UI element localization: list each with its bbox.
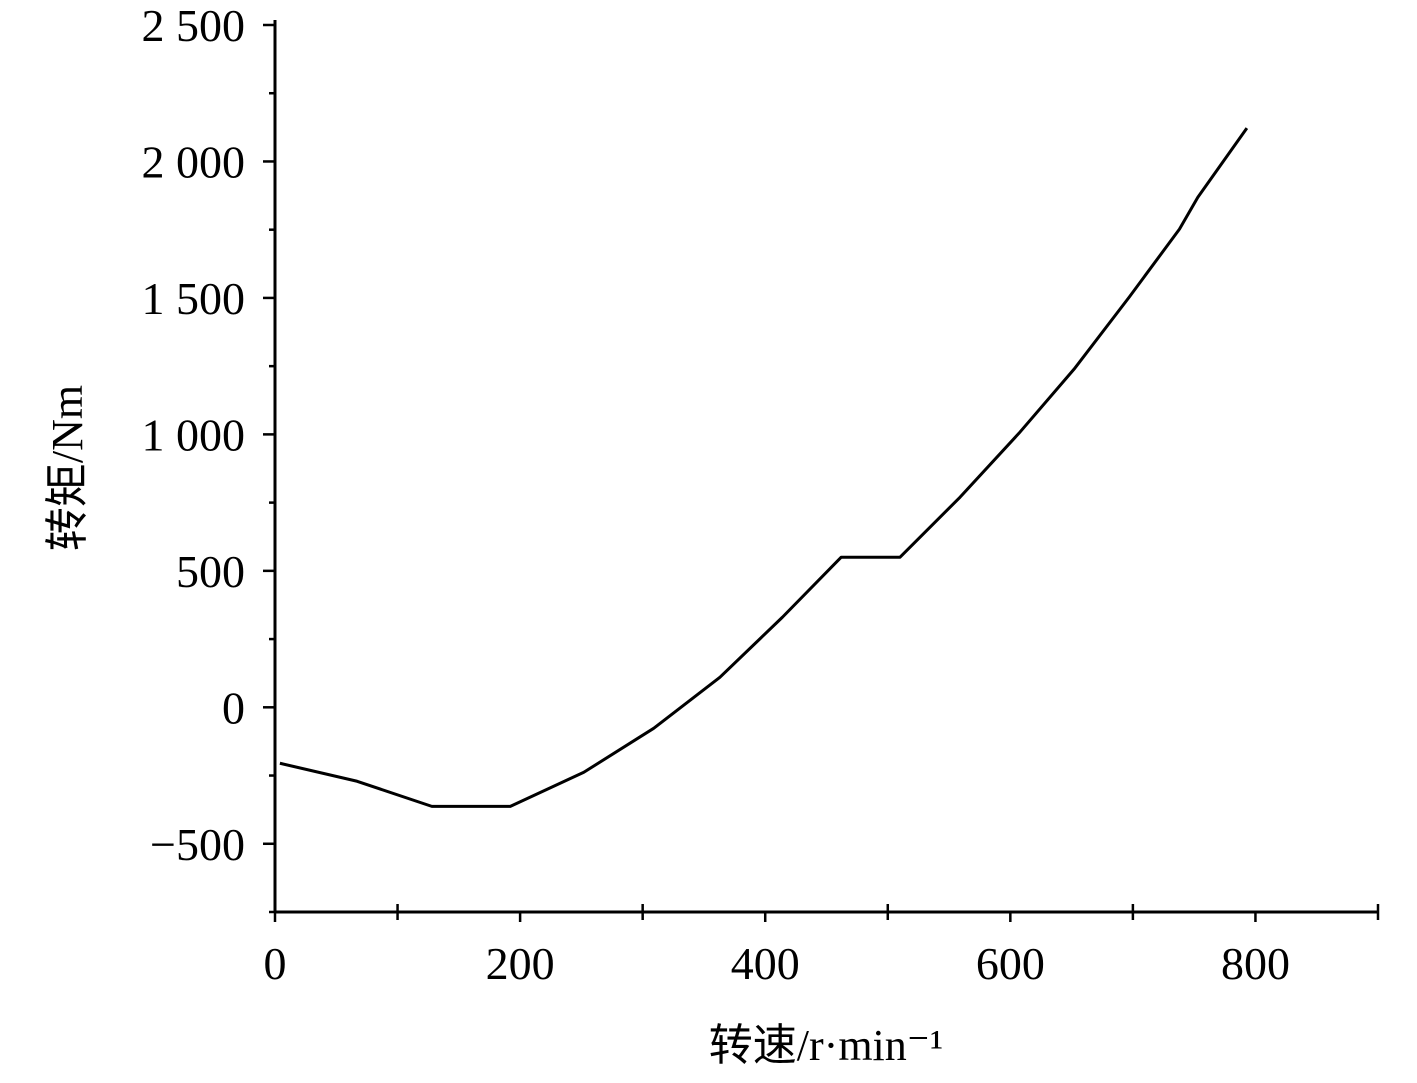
series [279,127,1249,808]
y-tick-label: 1 000 [142,409,246,460]
x-tick-label: 200 [486,938,555,989]
ticks: 0 200 400 600 800 −500 0 500 1 000 1 500 2 000 2 50… [142,0,1380,989]
y-tick-label: 0 [222,682,245,733]
x-tick-label: 800 [1221,938,1290,989]
x-tick-label: 0 [264,938,287,989]
x-tick-label: 400 [731,938,800,989]
x-axis-label: 转速/r·min⁻¹ [709,1021,943,1070]
y-tick-label: −500 [150,819,245,870]
y-tick-label: 1 500 [142,273,246,324]
axes [273,20,1378,914]
y-tick-label: 2 500 [142,0,246,51]
y-tick-label: 500 [176,546,245,597]
y-tick-label: 2 000 [142,136,246,187]
y-axis-label: 转矩/Nm [43,385,92,551]
torque-curve [279,127,1249,808]
x-tick-label: 600 [976,938,1045,989]
